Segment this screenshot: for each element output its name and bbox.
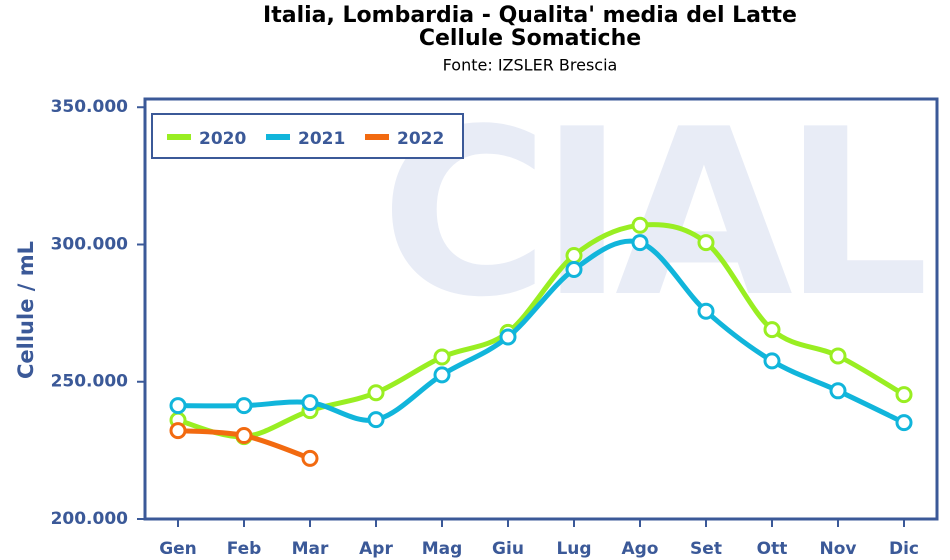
chart-title: Italia, Lombardia - Qualita' media del L… <box>263 3 797 28</box>
point <box>433 348 451 366</box>
point <box>169 422 187 440</box>
point <box>367 384 385 402</box>
y-tick-label: 350.000 <box>51 97 129 117</box>
point <box>367 411 385 429</box>
point <box>895 414 913 432</box>
point <box>565 246 583 264</box>
plot-frame <box>143 97 939 521</box>
watermark: CIAL <box>381 81 924 348</box>
point <box>829 382 847 400</box>
chart-subtitle: Cellule Somatiche <box>419 26 641 51</box>
point <box>631 216 649 234</box>
chart-source: Fonte: IZSLER Brescia <box>443 56 618 75</box>
point <box>169 397 187 415</box>
legend-label: 2021 <box>298 129 345 149</box>
y-tick-label: 300.000 <box>51 234 129 254</box>
x-tick-label: Apr <box>359 539 393 559</box>
point <box>895 386 913 404</box>
point <box>697 302 715 320</box>
x-tick-label: Nov <box>820 539 857 559</box>
legend-box <box>151 113 464 159</box>
point <box>433 366 451 384</box>
point <box>301 394 319 412</box>
x-tick-label: Ago <box>621 539 658 559</box>
point <box>235 427 253 445</box>
y-tick-label: 250.000 <box>51 372 129 392</box>
legend-label: 2020 <box>199 129 246 149</box>
point <box>763 321 781 339</box>
point <box>697 234 715 252</box>
x-tick-label: Giu <box>492 539 524 559</box>
point <box>829 347 847 365</box>
y-tick-label: 200.000 <box>51 509 129 529</box>
x-tick-label: Mar <box>292 539 329 559</box>
x-tick-label: Set <box>690 539 722 559</box>
x-tick-label: Feb <box>227 539 262 559</box>
point <box>499 328 517 346</box>
point <box>631 234 649 252</box>
point <box>565 260 583 278</box>
x-tick-label: Dic <box>889 539 919 559</box>
legend-label: 2022 <box>397 129 444 149</box>
x-tick-label: Lug <box>556 539 591 559</box>
x-tick-label: Mag <box>422 539 463 559</box>
point <box>235 397 253 415</box>
y-axis-label: Cellule / mL <box>14 241 38 379</box>
point <box>763 352 781 370</box>
x-tick-label: Ott <box>757 539 788 559</box>
x-tick-label: Gen <box>159 539 197 559</box>
point <box>301 449 319 467</box>
